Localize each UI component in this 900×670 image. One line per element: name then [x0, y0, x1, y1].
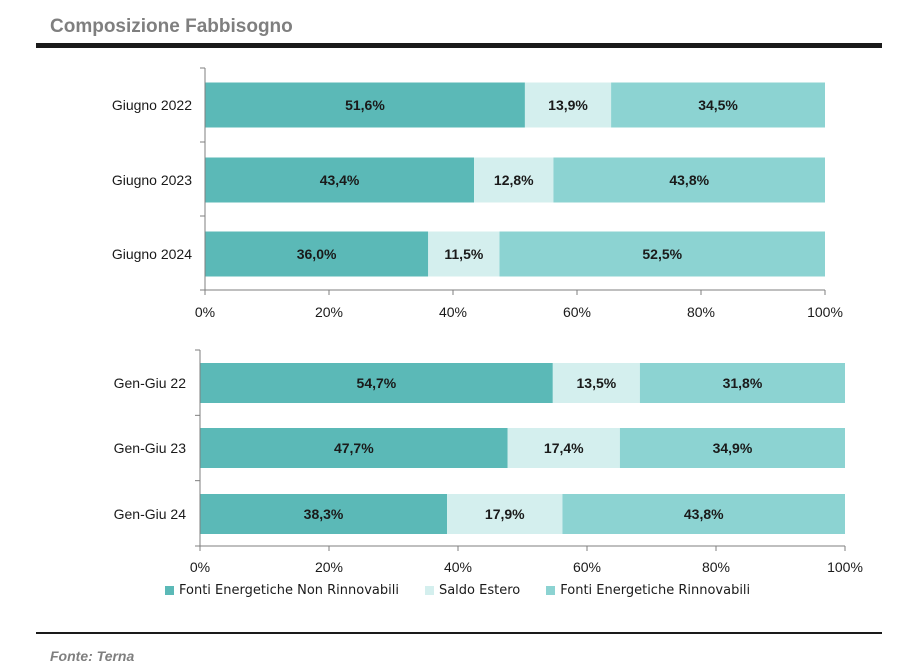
x-tick-label: 40% [439, 304, 467, 320]
data-label: 51,6% [345, 97, 385, 113]
bar-segment [562, 494, 845, 534]
bar-segment [553, 157, 825, 203]
bar-segment [200, 428, 508, 468]
x-tick-label: 0% [190, 559, 210, 575]
bar-segment [205, 231, 429, 277]
data-label: 52,5% [642, 246, 682, 262]
data-label: 13,5% [577, 375, 617, 391]
bar-segment [619, 428, 845, 468]
category-label: Gen-Giu 24 [114, 506, 187, 522]
bar-segment [205, 157, 475, 203]
data-label: 17,9% [485, 506, 525, 522]
bar-segment [639, 363, 845, 403]
x-tick-label: 60% [573, 559, 601, 575]
bar-segment [447, 494, 563, 534]
bar-segment [611, 82, 825, 128]
bar-segment [499, 231, 825, 277]
bar-segment [524, 82, 612, 128]
bar-segment [200, 363, 553, 403]
footer-rule [36, 632, 882, 634]
legend-item: Fonti Energetiche Rinnovabili [546, 583, 750, 598]
data-label: 13,9% [548, 97, 588, 113]
data-label: 43,4% [320, 172, 360, 188]
x-tick-label: 20% [315, 304, 343, 320]
data-label: 34,5% [698, 97, 738, 113]
x-tick-label: 0% [195, 304, 215, 320]
category-label: Giugno 2023 [112, 172, 192, 188]
x-tick-label: 80% [687, 304, 715, 320]
legend-label: Fonti Energetiche Non Rinnovabili [179, 583, 399, 598]
data-label: 38,3% [304, 506, 344, 522]
bar-segment [474, 157, 554, 203]
bar-segment [205, 82, 525, 128]
x-tick-label: 100% [807, 304, 843, 320]
category-label: Giugno 2024 [112, 246, 192, 262]
data-label: 36,0% [297, 246, 337, 262]
bar-segment [428, 231, 500, 277]
legend-swatch [165, 586, 174, 595]
data-label: 43,8% [669, 172, 709, 188]
data-label: 31,8% [723, 375, 763, 391]
chart-legend: Fonti Energetiche Non Rinnovabili Saldo E… [165, 583, 776, 598]
data-label: 47,7% [334, 440, 374, 456]
data-label: 34,9% [713, 440, 753, 456]
chart-title: Composizione Fabbisogno [50, 16, 293, 37]
title-rule [36, 43, 882, 48]
legend-swatch [546, 586, 556, 595]
category-label: Giugno 2022 [112, 97, 192, 113]
legend-item: Fonti Energetiche Non Rinnovabili [165, 583, 399, 598]
x-tick-label: 80% [702, 559, 730, 575]
source-note: Fonte: Terna [50, 648, 135, 664]
legend-label: Saldo Estero [438, 583, 521, 598]
data-label: 12,8% [494, 172, 534, 188]
legend-item: Saldo Estero [424, 583, 521, 598]
legend-label: Fonti Energetiche Rinnovabili [560, 583, 751, 598]
bar-segment [200, 494, 448, 534]
category-label: Gen-Giu 23 [114, 440, 187, 456]
x-tick-label: 100% [827, 559, 863, 575]
data-label: 17,4% [544, 440, 584, 456]
x-tick-label: 20% [315, 559, 343, 575]
legend-swatch [424, 586, 434, 595]
x-tick-label: 60% [563, 304, 591, 320]
bar-segment [507, 428, 620, 468]
bar-segment [552, 363, 640, 403]
data-label: 11,5% [444, 246, 483, 262]
x-tick-label: 40% [444, 559, 472, 575]
data-label: 43,8% [684, 506, 724, 522]
data-label: 54,7% [357, 375, 397, 391]
category-label: Gen-Giu 22 [114, 375, 187, 391]
